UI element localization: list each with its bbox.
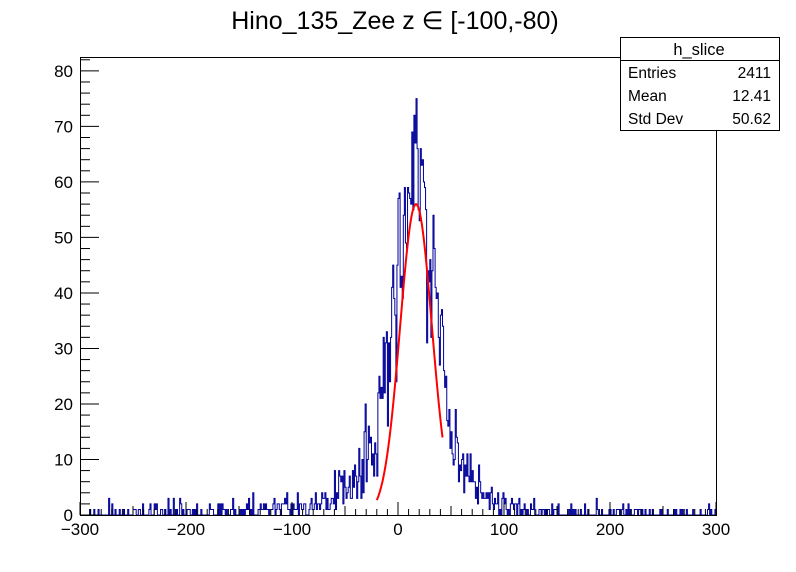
stats-box-frame [620, 37, 780, 131]
y-tick-label: 30 [54, 339, 73, 358]
y-tick-label: 60 [54, 173, 73, 192]
fit-curve [375, 203, 444, 501]
axes: −300 −200 −100 0 100 200 300 0 10 20 30 40 50 60 70 80 [54, 57, 730, 539]
stats-mean-label: Mean [628, 88, 667, 105]
y-tick-label: 20 [54, 395, 73, 414]
stats-stddev-value: 50.62 [732, 111, 771, 128]
x-tick-label: 0 [393, 520, 402, 539]
y-tick-label: 50 [54, 228, 73, 247]
x-tick-label: −100 [273, 520, 311, 539]
chart-title: Hino_135_Zee z ∈ [-100,-80) [231, 7, 559, 35]
y-tick-label: 70 [54, 117, 73, 136]
y-tick-label: 80 [54, 62, 73, 81]
stats-mean-value: 12.41 [732, 88, 771, 105]
stats-box-title: h_slice [673, 41, 724, 59]
y-tick-label: 0 [64, 506, 73, 525]
stats-box: h_slice Entries 2411 Mean 12.41 Std Dev … [620, 37, 780, 131]
stats-entries-value: 2411 [738, 65, 771, 82]
x-tick-label: 100 [490, 520, 518, 539]
x-tick-label: 200 [596, 520, 624, 539]
x-tick-label: −300 [61, 520, 99, 539]
stats-stddev-label: Std Dev [628, 111, 683, 128]
x-tick-label: 300 [702, 520, 730, 539]
y-tick-label: 40 [54, 284, 73, 303]
x-tick-label: −200 [167, 520, 205, 539]
fit-curve-group [375, 203, 444, 501]
y-tick-label: 10 [54, 450, 73, 469]
stats-entries-label: Entries [628, 65, 676, 82]
plot-frame [80, 57, 717, 516]
